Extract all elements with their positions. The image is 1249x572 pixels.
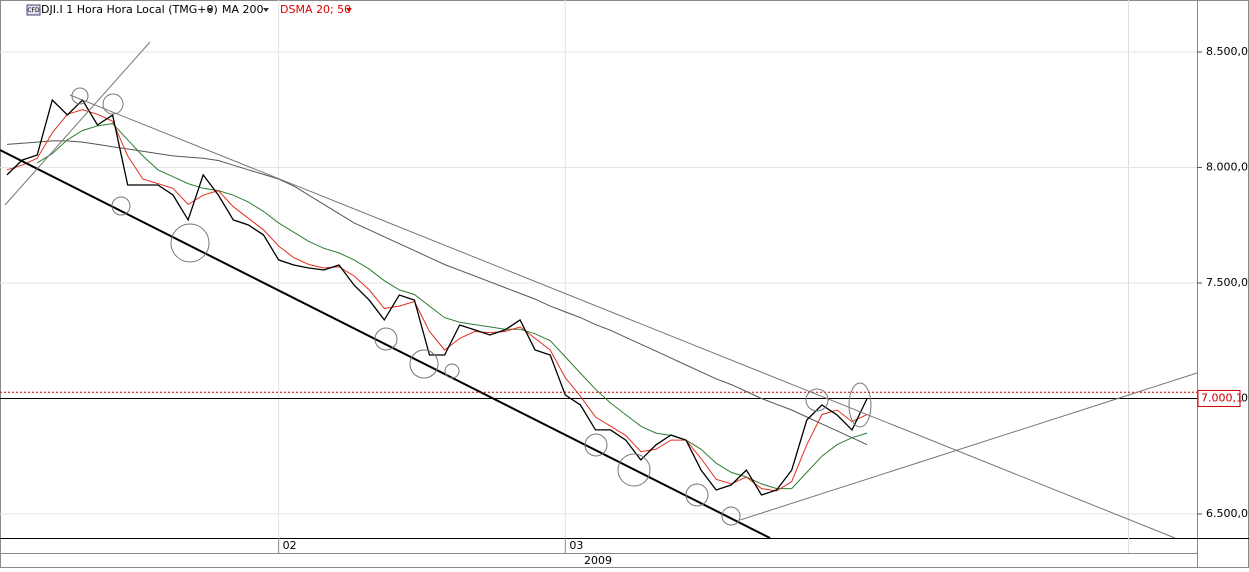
series-line [6, 109, 868, 492]
trend-line [4, 41, 151, 206]
circle [409, 349, 439, 379]
series-line [6, 98, 868, 496]
circle [71, 87, 89, 105]
circle [805, 388, 829, 412]
dropdown-arrow[interactable] [207, 8, 213, 12]
indicator-ma[interactable]: MA 200 [222, 3, 264, 16]
chart-title[interactable]: DJI.I 1 Hora Hora Local (TMG+0) [41, 3, 218, 16]
circle [102, 93, 124, 115]
annotations [0, 41, 1198, 539]
last-price-label: 7.000,1 [1201, 391, 1243, 404]
circle [374, 327, 398, 351]
indicator-dsma[interactable]: DSMA 20; 50 [280, 3, 351, 16]
dropdown-arrow[interactable] [346, 8, 352, 12]
y-tick-label: 6.500,0 [1206, 507, 1248, 520]
trend-line [0, 149, 771, 539]
y-tick-label: 8.000,0 [1206, 160, 1248, 173]
series-line [36, 123, 868, 490]
circle [617, 453, 651, 487]
plot [0, 0, 1197, 538]
circle [444, 363, 460, 379]
circle [111, 196, 131, 216]
y-tick-label: 8.500,0 [1206, 45, 1248, 58]
last-price-box [1197, 389, 1241, 407]
trend-line [739, 372, 1198, 521]
circle [170, 223, 210, 263]
badge: CFD [27, 7, 40, 14]
badge-box [26, 4, 41, 16]
circle [721, 506, 741, 526]
x-tick-label: 03 [569, 539, 583, 552]
y-tick-label: 7.500,0 [1206, 276, 1248, 289]
trend-line [69, 94, 1176, 539]
year-label: 2009 [584, 554, 612, 567]
dropdown-arrow[interactable] [263, 8, 269, 12]
x-tick-label: 02 [283, 539, 297, 552]
circle [685, 483, 709, 507]
series-line [6, 140, 868, 446]
circle [848, 382, 872, 428]
circle [584, 433, 608, 457]
